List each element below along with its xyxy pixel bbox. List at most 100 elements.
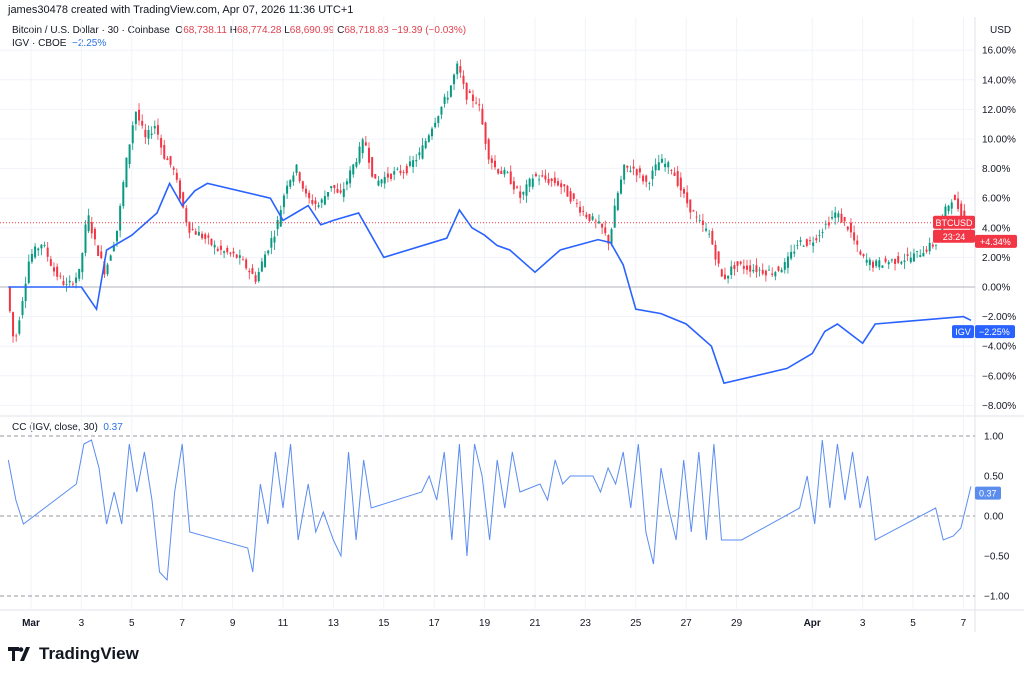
btc-candle — [664, 163, 667, 168]
igv-price-badge — [975, 325, 1015, 339]
btc-candle — [953, 195, 956, 201]
btc-candle — [676, 171, 679, 186]
btc-candle — [364, 142, 367, 146]
btc-candle — [156, 125, 159, 135]
btc-candle — [623, 164, 626, 180]
btc-candle — [673, 172, 676, 176]
low-value: 68,690.99 — [289, 25, 335, 36]
low-label: L — [284, 25, 290, 36]
btc-candle — [490, 158, 493, 163]
btc-candle — [556, 181, 559, 186]
change-value: −19.39 (−0.03%) — [391, 25, 467, 36]
btc-candle — [916, 250, 919, 252]
btc-candle — [749, 265, 752, 272]
btc-candle — [295, 164, 298, 173]
btc-candle — [670, 170, 673, 171]
btc-candle — [75, 277, 78, 283]
btc-candle — [821, 232, 824, 233]
close-label: C — [337, 25, 345, 36]
cc-value-badge — [975, 486, 1001, 500]
btc-candle — [544, 175, 547, 180]
x-tick-label: 13 — [328, 618, 340, 629]
btc-candle — [594, 220, 597, 222]
btc-candle — [884, 258, 887, 262]
btc-candle — [27, 261, 30, 283]
btcusd-label: BTCUSD — [935, 218, 973, 228]
btc-candle — [799, 240, 802, 242]
btc-candle — [128, 144, 131, 164]
btc-candle — [468, 91, 471, 93]
btc-candle — [349, 170, 352, 184]
chart-canvas[interactable]: USD Mar 3 5 7 9 11 13 15 17 19 21 23 25 27 29 Apr 3 5 7 16.0… — [0, 0, 1024, 640]
btc-candle — [903, 260, 906, 262]
x-tick-label: 19 — [479, 618, 491, 629]
btc-candle — [604, 227, 607, 234]
btc-candle — [569, 191, 572, 202]
btc-candle — [912, 253, 915, 262]
btc-candle — [619, 179, 622, 194]
btc-candle — [465, 82, 468, 100]
btc-candle — [900, 261, 903, 264]
btc-candle — [635, 169, 638, 176]
btc-candle — [509, 171, 512, 185]
btc-candle — [802, 246, 805, 247]
btc-candle — [138, 109, 141, 121]
open-value: 68,738.11 — [183, 25, 227, 36]
btc-candle — [374, 174, 377, 179]
compare-name[interactable]: IGV · CBOE — [12, 38, 67, 49]
btc-candle — [560, 183, 563, 188]
btc-candle — [430, 128, 433, 137]
x-tick-label: 15 — [378, 618, 390, 629]
btc-candle — [616, 192, 619, 211]
symbol-name[interactable]: Bitcoin / U.S. Dollar · 30 · Coinbase — [12, 25, 170, 36]
btc-candle — [106, 264, 109, 275]
btc-candle — [764, 270, 767, 276]
btc-candle — [651, 170, 654, 180]
btc-candle — [796, 245, 799, 247]
btc-candle — [333, 185, 336, 188]
btc-candle — [906, 254, 909, 256]
btc-candle — [166, 158, 169, 161]
btc-candle — [648, 183, 651, 185]
x-tick-label: 7 — [179, 618, 185, 629]
btc-candle — [645, 175, 648, 182]
btc-candle — [232, 251, 235, 254]
currency-label: USD — [990, 25, 1011, 36]
cc-tick-label: −0.50 — [984, 552, 1010, 563]
btc-candle — [484, 122, 487, 144]
btc-candle — [415, 160, 418, 162]
btc-candle — [739, 261, 742, 264]
btc-candle — [837, 213, 840, 218]
btc-candle — [342, 188, 345, 198]
btc-candle — [327, 191, 330, 197]
btc-timer: 23:24 — [943, 232, 966, 242]
btc-candle — [34, 246, 37, 258]
btc-candle — [758, 269, 761, 271]
btc-candle — [831, 217, 834, 219]
btc-candle — [944, 206, 947, 222]
indicator-name[interactable]: CC (IGV, close, 30) — [12, 422, 98, 433]
y-tick-label: 0.00% — [982, 283, 1010, 294]
y-tick-label: −6.00% — [982, 371, 1016, 382]
btc-candle — [405, 165, 408, 174]
btc-candle — [550, 178, 553, 182]
btc-candle — [78, 268, 81, 279]
btc-candle — [493, 160, 496, 168]
btc-candle — [49, 259, 52, 266]
y-tick-label: 10.00% — [982, 135, 1016, 146]
btc-candle — [519, 191, 522, 198]
btc-candle — [840, 213, 843, 223]
cc-tick-label: 0.50 — [984, 472, 1004, 483]
btc-candle — [771, 273, 774, 275]
btc-candle — [462, 75, 465, 84]
btc-candle — [355, 161, 358, 167]
btc-candle — [254, 275, 257, 282]
cc-value: 0.37 — [979, 489, 997, 499]
btc-candle — [260, 261, 263, 272]
btc-candle — [352, 164, 355, 175]
btc-candle — [632, 166, 635, 169]
btc-candle — [853, 232, 856, 241]
btc-candle — [15, 335, 18, 337]
x-tick-label: 11 — [278, 618, 289, 629]
btc-candle — [890, 259, 893, 261]
